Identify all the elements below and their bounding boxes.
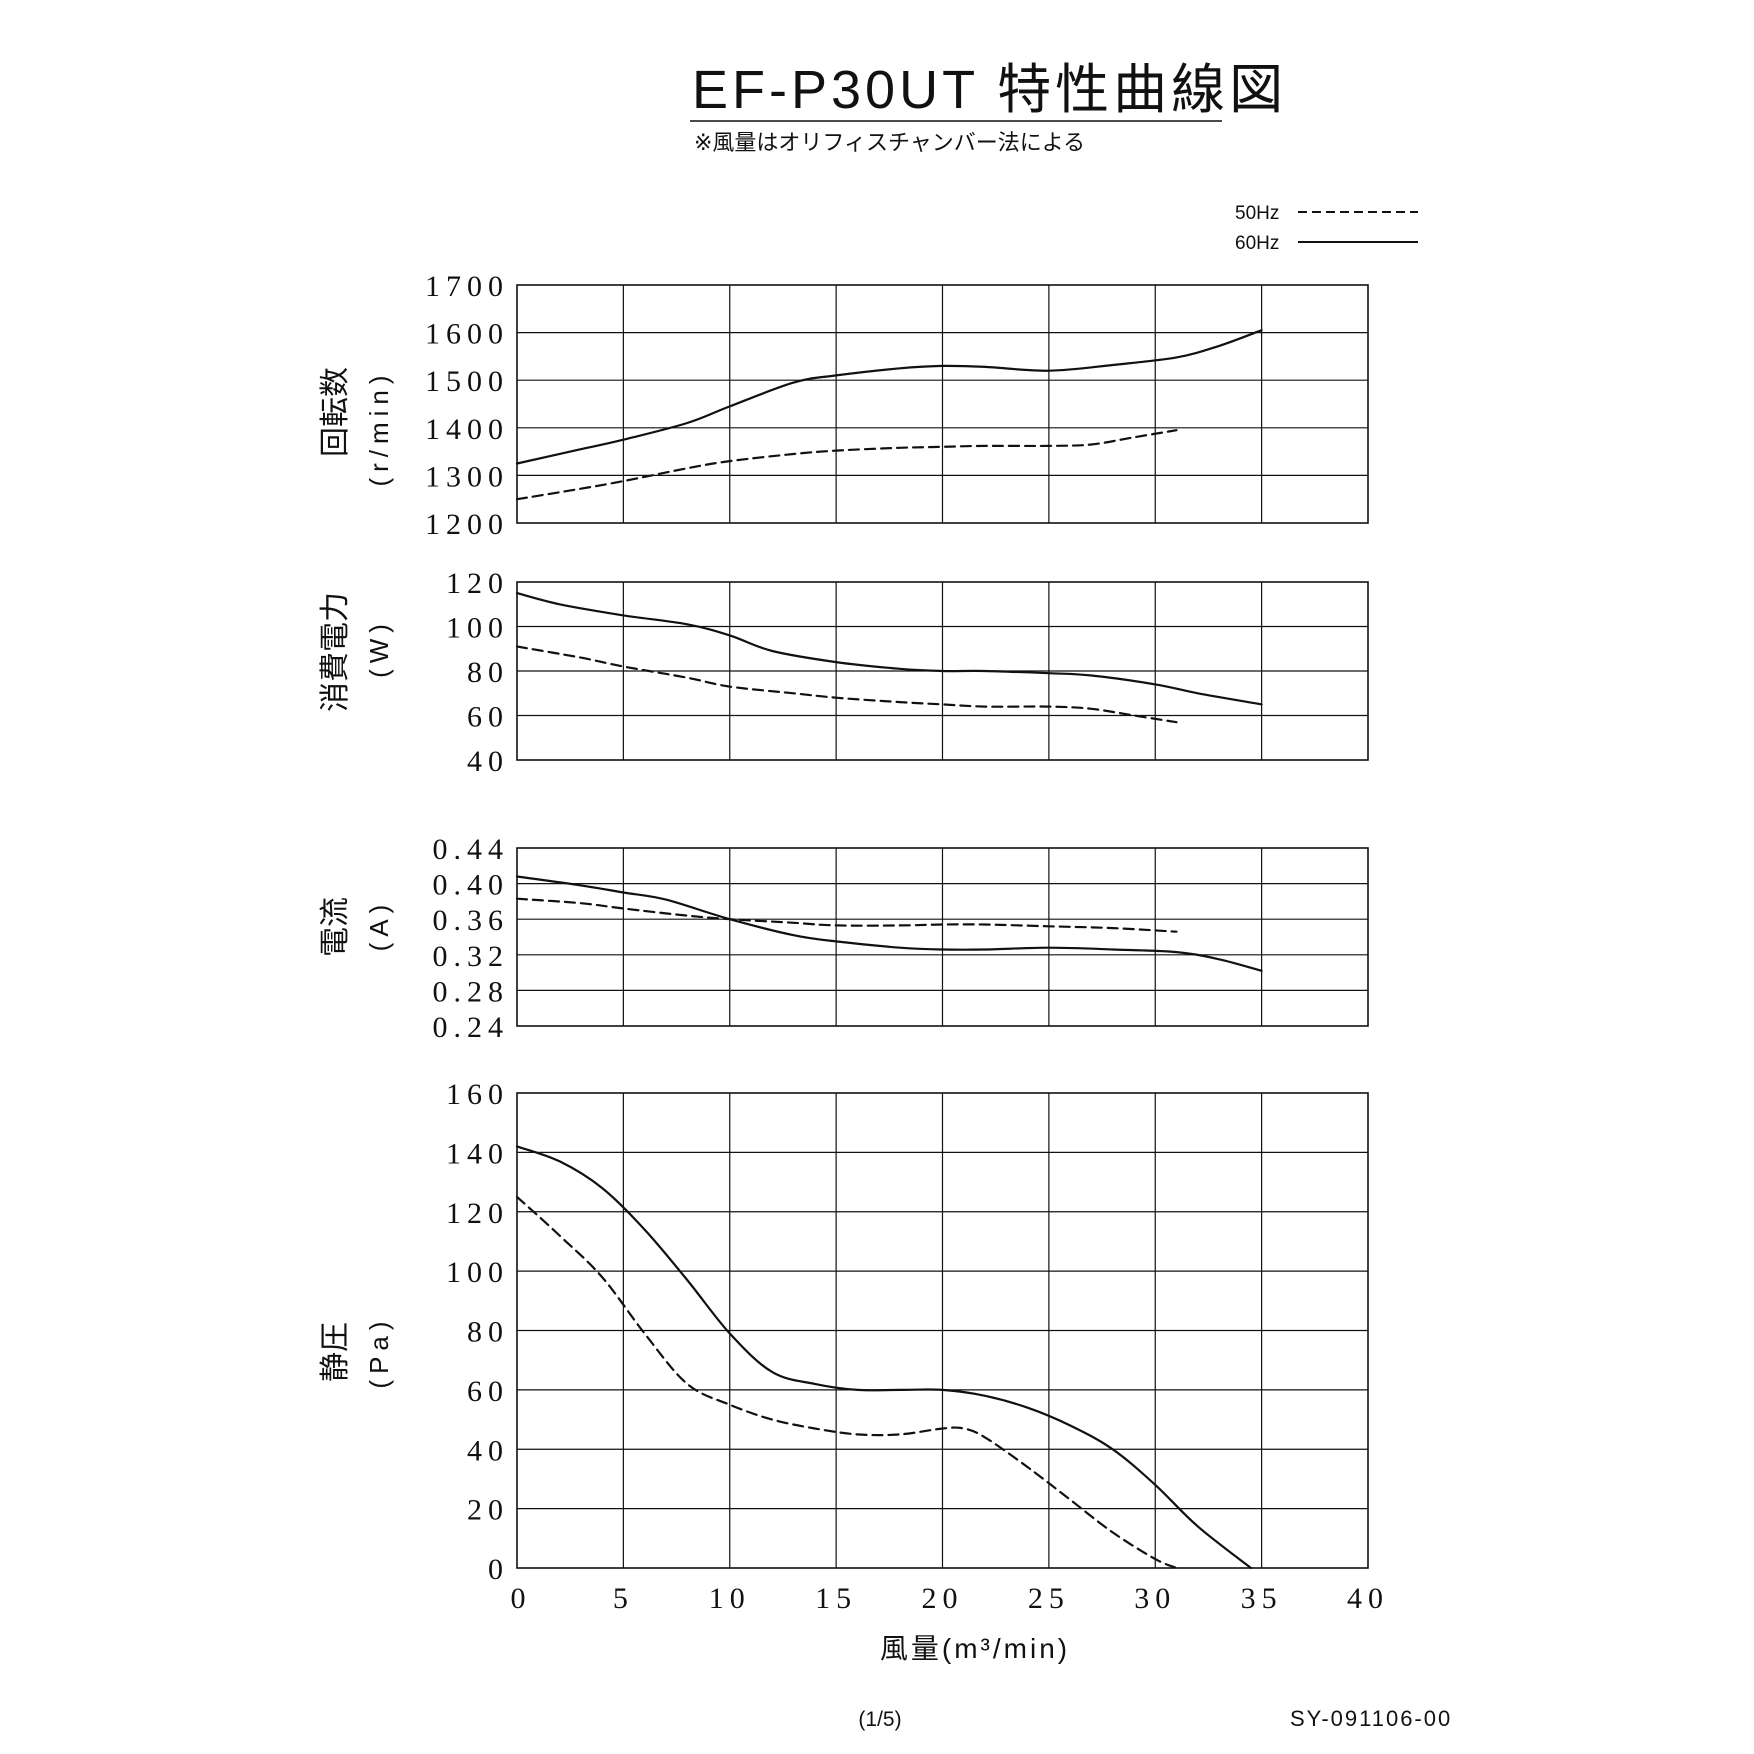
y-tick-label: 0.32 [433,940,510,973]
series [515,592,1263,724]
y-tick-label: 0.28 [433,975,510,1008]
legend-label-50hz: 50Hz [1235,203,1279,224]
y-tick-label: 140 [446,1137,509,1170]
x-tick-label: 5 [613,1582,634,1615]
y-tick-label: 100 [446,612,509,645]
x-tick-label: 40 [1347,1582,1389,1615]
y-tick-label: 80 [467,1316,509,1349]
series-line-60hz [515,329,1263,465]
series-line-60hz [515,1145,1253,1570]
y-axis-label: 回転数 [319,367,352,457]
y-tick-label: 0.36 [433,904,510,937]
y-tick-label: 80 [467,656,509,689]
measurement-note: ※風量はオリフィスチャンバー法による [694,130,1085,155]
static-pressure-chart: 0 20 40 60 80 100 120 140 160 0 5 10 15 20 25 30 35 40 静… [319,1078,1389,1664]
y-axis-label: 電流 [319,897,352,957]
y-ticks: 40 60 80 100 120 [446,567,509,778]
y-tick-label: 0.44 [433,833,510,866]
x-tick-label: 35 [1241,1582,1283,1615]
y-tick-label: 1200 [425,508,509,541]
y-axis-label: 消費電力 [319,592,352,712]
series-line-60hz [515,875,1263,972]
y-axis-unit: (r/min) [364,369,394,486]
y-tick-label: 1600 [425,318,509,351]
document-number: SY-091106-00 [1290,1706,1452,1731]
series-line-60hz [515,592,1263,706]
y-tick-label: 100 [446,1256,509,1289]
y-tick-label: 20 [467,1494,509,1527]
y-tick-label: 120 [446,1197,509,1230]
series-line-50hz [515,645,1178,724]
y-axis-unit: (Pa) [364,1315,394,1388]
grid [516,1092,1369,1569]
page-title: EF-P30UT 特性曲線図 [692,60,1287,120]
x-tick-label: 30 [1134,1582,1176,1615]
series-line-50hz [515,897,1178,933]
y-tick-label: 1700 [425,270,509,303]
y-ticks: 0 20 40 60 80 100 120 140 160 [446,1078,509,1586]
y-tick-label: 40 [467,1434,509,1467]
legend: 50Hz 60Hz [1235,203,1418,254]
series [515,329,1263,501]
rotation-speed-chart: 1200 1300 1400 1500 1600 1700 回転数 (r/min) [319,270,1369,541]
y-tick-label: 1500 [425,365,509,398]
series [515,875,1263,972]
y-tick-label: 0.40 [433,869,510,902]
current-chart: 0.240.280.320.360.400.44 電流 (A) [319,833,1369,1044]
grid [516,581,1369,761]
x-tick-label: 15 [815,1582,857,1615]
y-tick-label: 40 [467,745,509,778]
x-tick-label: 20 [922,1582,964,1615]
y-axis-unit: (W) [364,618,394,678]
y-tick-label: 120 [446,567,509,600]
series [515,1145,1253,1570]
x-tick-label: 10 [709,1582,751,1615]
series-line-50hz [515,1195,1178,1570]
y-tick-label: 60 [467,701,509,734]
y-ticks: 1200 1300 1400 1500 1600 1700 [425,270,509,541]
y-axis-label: 静圧 [319,1322,352,1382]
page-number: (1/5) [858,1708,901,1731]
x-axis-label: 風量(m³/min) [880,1633,1070,1664]
x-tick-label: 25 [1028,1582,1070,1615]
y-tick-label: 160 [446,1078,509,1111]
y-tick-label: 60 [467,1375,509,1408]
y-tick-label: 1400 [425,413,509,446]
y-ticks: 0.240.280.320.360.400.44 [433,833,510,1044]
legend-label-60hz: 60Hz [1235,233,1279,254]
series-line-50hz [515,429,1178,501]
y-axis-unit: (A) [364,899,394,952]
x-tick-label: 0 [511,1582,532,1615]
y-tick-label: 1300 [425,460,509,493]
grid [516,847,1369,1027]
y-tick-label: 0.24 [433,1011,510,1044]
y-tick-label: 0 [488,1553,509,1586]
grid [516,284,1369,524]
x-ticks: 0 5 10 15 20 25 30 35 40 [511,1582,1389,1615]
power-consumption-chart: 40 60 80 100 120 消費電力 (W) [319,567,1369,778]
